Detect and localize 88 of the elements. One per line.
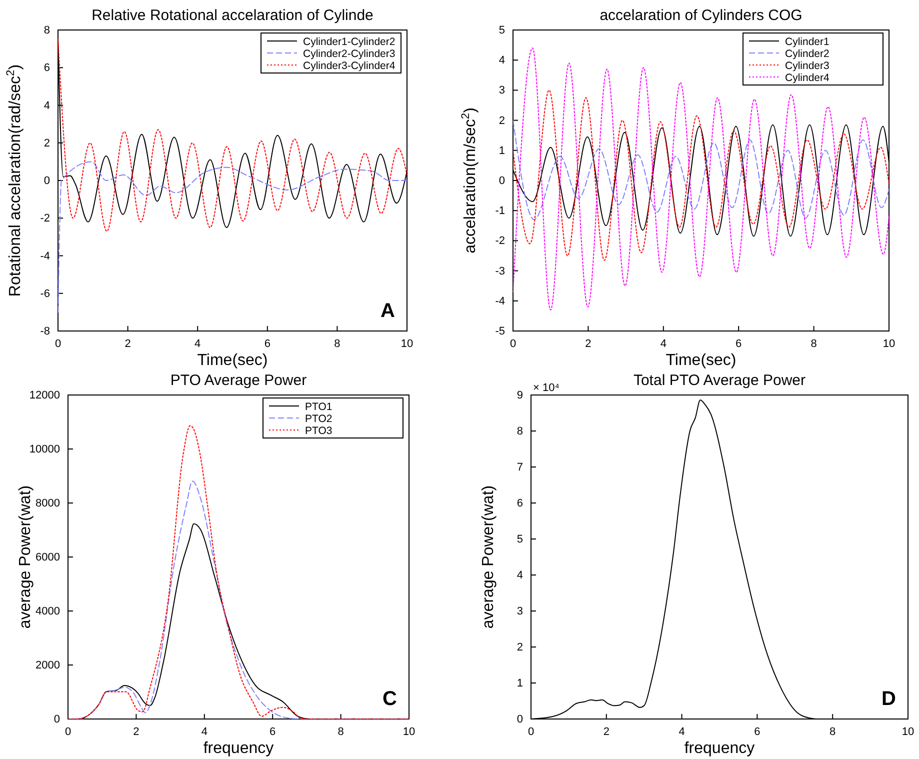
chart-title: PTO Average Power (170, 372, 307, 389)
y-tick-label: 1 (498, 144, 505, 157)
y-tick-label: 6 (516, 498, 523, 510)
y-tick-label: -2 (40, 212, 50, 225)
x-tick-label: 8 (830, 726, 836, 738)
x-tick-label: 8 (810, 338, 817, 350)
x-tick-label: 4 (201, 726, 208, 738)
legend-label: Cylinder1 (785, 36, 830, 48)
y-tick-label: 0 (44, 175, 50, 188)
y-tick-label: -1 (495, 205, 505, 218)
y-tick-label: 0 (498, 175, 505, 188)
x-tick-label: 2 (133, 726, 140, 738)
x-tick-label: 6 (264, 338, 270, 350)
x-tick-label: 4 (660, 338, 666, 350)
y-tick-label: -2 (495, 235, 505, 248)
x-axis-title: Time(sec) (666, 352, 736, 369)
y-axis-title: average Power(wat) (480, 485, 497, 629)
x-tick-label: 6 (270, 726, 276, 738)
y-tick-label: 2 (498, 114, 505, 127)
y-tick-label: 5 (516, 534, 523, 546)
legend-label: Cylinder1-Cylinder2 (303, 36, 396, 48)
y-tick-label: 1 (516, 678, 523, 690)
x-axis-title: frequency (203, 740, 274, 757)
y-tick-label: 0 (54, 714, 60, 726)
line-series (68, 425, 409, 719)
legend-label: Cylinder3 (785, 60, 830, 72)
annotation: D (882, 688, 896, 710)
y-tick-label: 6000 (36, 552, 60, 564)
y-tick-label: 4 (44, 100, 50, 112)
y-tick-label: 7 (516, 462, 523, 474)
y-tick-label: 4 (498, 54, 505, 67)
y-tick-label: 10000 (29, 444, 60, 456)
x-tick-label: 8 (334, 338, 340, 350)
annotation: A (380, 300, 395, 322)
y-tick-label: 3 (498, 84, 505, 97)
legend-label: PTO2 (305, 413, 332, 425)
x-axis-title: Time(sec) (197, 352, 268, 369)
y-tick-label: 2000 (36, 660, 60, 672)
x-tick-label: 10 (882, 338, 896, 350)
x-tick-label: 4 (194, 338, 201, 350)
y-tick-label: 4 (516, 570, 523, 582)
x-tick-label: 8 (338, 726, 344, 738)
text: × 10⁴ (533, 382, 560, 394)
legend-label: Cylinder2-Cylinder3 (303, 48, 396, 60)
y-tick-label: 2 (516, 642, 523, 654)
y-tick-label: 5 (498, 24, 505, 37)
x-tick-label: 4 (678, 726, 685, 738)
y-tick-label: 8 (44, 24, 50, 37)
x-tick-label: 2 (124, 338, 131, 350)
y-tick-label: 2 (44, 137, 50, 150)
y-tick-label: 3 (516, 606, 523, 618)
legend-label: PTO3 (305, 425, 332, 437)
x-tick-label: 6 (736, 338, 742, 350)
y-tick-label: -8 (40, 326, 50, 338)
legend-label: Cylinder4 (785, 72, 830, 84)
x-tick-label: 10 (902, 726, 914, 738)
x-tick-label: 2 (603, 726, 610, 738)
y-tick-label: -4 (40, 250, 50, 262)
y-axis-title: average Power(wat) (17, 485, 34, 629)
x-tick-label: 10 (400, 338, 414, 350)
x-tick-label: 6 (754, 726, 760, 738)
annotation: C (382, 688, 397, 710)
x-tick-label: 2 (585, 338, 592, 350)
y-tick-label: 12000 (29, 390, 60, 402)
x-axis-title: frequency (684, 740, 755, 757)
y-tick-label: -4 (495, 295, 505, 308)
line-series (513, 90, 889, 261)
legend-label: PTO1 (305, 401, 332, 413)
y-tick-label: -6 (40, 288, 50, 300)
chart-title: accelaration of Cylinders COG (600, 7, 802, 24)
y-tick-label: -3 (495, 265, 505, 278)
y-tick-label: 4000 (36, 606, 60, 618)
line-series (513, 120, 889, 220)
legend-label: Cylinder3-Cylinder4 (303, 60, 396, 72)
legend-label: Cylinder2 (785, 48, 830, 60)
y-tick-label: -5 (495, 326, 505, 338)
x-tick-label: 0 (64, 726, 72, 738)
y-tick-label: 8 (516, 426, 523, 438)
y-tick-label: 9 (516, 390, 523, 402)
chart-title: Relative Rotational accelaration of Cylinde (92, 7, 374, 24)
y-tick-label: 8000 (36, 498, 60, 510)
line-series (68, 480, 409, 719)
y-tick-label: 0 (516, 714, 523, 726)
y-tick-label: 6 (44, 62, 50, 74)
chart-title: Total PTO Average Power (633, 372, 806, 389)
line-series (513, 48, 889, 310)
x-tick-label: 0 (528, 726, 534, 738)
x-tick-label: 10 (402, 726, 416, 738)
